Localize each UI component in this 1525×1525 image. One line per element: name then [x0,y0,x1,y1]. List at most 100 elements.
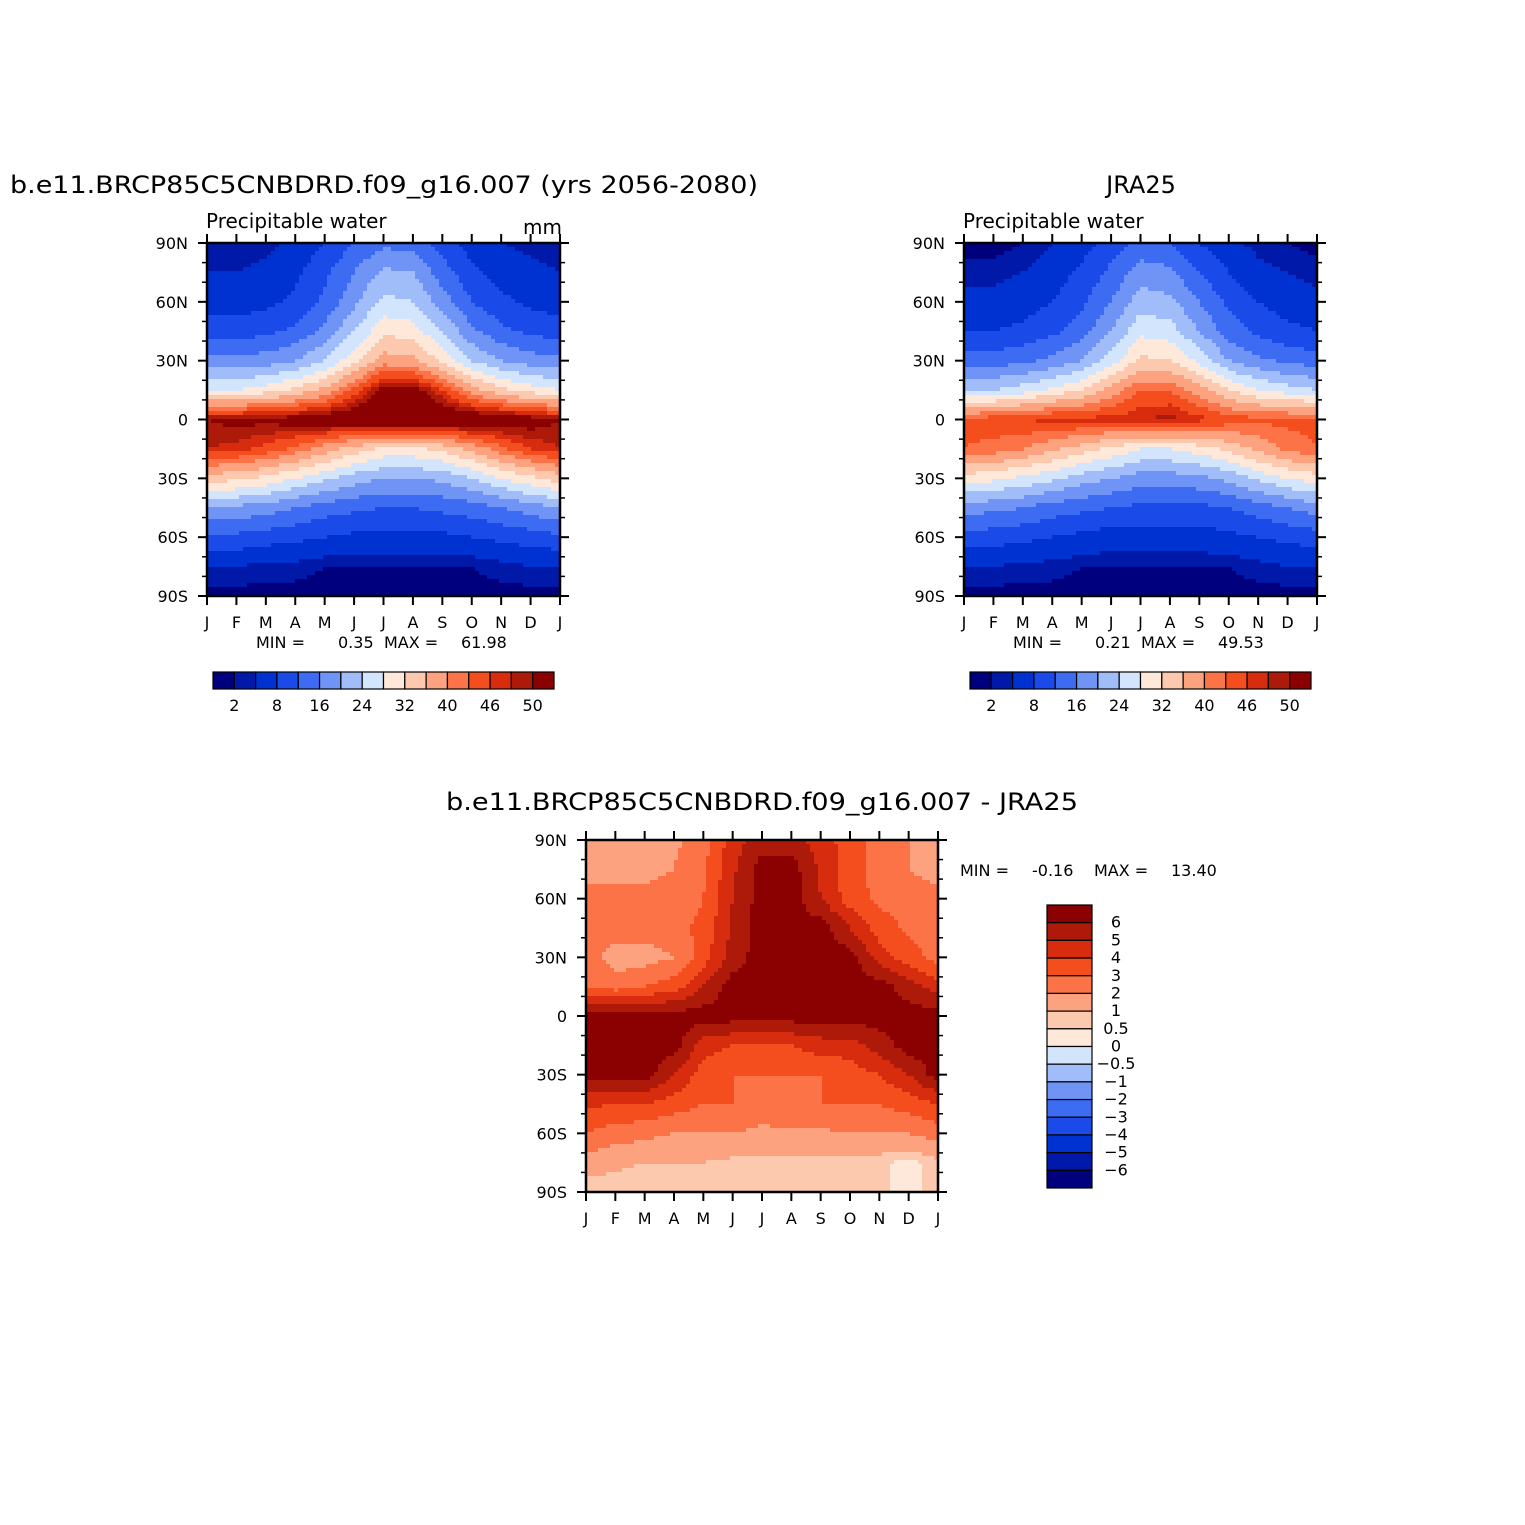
field-cell [299,303,304,308]
field-cell [531,463,536,468]
field-cell [367,447,372,452]
field-cell [515,351,520,356]
field-cell [259,259,264,264]
field-cell [439,279,444,284]
field-cell [339,411,344,416]
field-cell [243,383,248,388]
field-cell [435,387,440,392]
field-cell [327,339,332,344]
field-cell [539,347,544,352]
field-cell [451,363,456,368]
field-cell [511,319,516,324]
field-cell [515,299,520,304]
field-cell [491,259,496,264]
field-cell [515,411,520,416]
field-cell [375,351,380,356]
field-cell [283,371,288,376]
field-cell [335,343,340,348]
field-cell [219,331,224,336]
field-cell [459,247,464,252]
field-cell [299,379,304,384]
field-cell [239,367,244,372]
field-cell [275,347,280,352]
field-cell [535,451,540,456]
field-cell [367,347,372,352]
field-cell [295,299,300,304]
field-cell [347,407,352,412]
field-cell [511,295,516,300]
field-cell [535,247,540,252]
field-cell [299,355,304,360]
field-cell [215,251,220,256]
field-cell [243,443,248,448]
field-cell [295,247,300,252]
field-cell [303,455,308,460]
field-cell [351,439,356,444]
field-cell [315,359,320,364]
field-cell [551,251,556,256]
field-cell [287,411,292,416]
field-cell [399,451,404,456]
field-cell [511,387,516,392]
field-cell [391,435,396,440]
field-cell [547,435,552,440]
field-cell [423,351,428,356]
field-cell [215,247,220,252]
field-cell [387,383,392,388]
field-cell [343,387,348,392]
field-cell [231,387,236,392]
field-cell [515,343,520,348]
field-cell [267,435,272,440]
field-cell [355,375,360,380]
field-cell [207,467,212,472]
field-cell [255,303,260,308]
field-cell [359,343,364,348]
field-cell [467,311,472,316]
field-cell [527,395,532,400]
field-cell [335,299,340,304]
field-cell [371,319,376,324]
field-cell [343,447,348,452]
field-cell [391,379,396,384]
field-cell [283,355,288,360]
field-cell [511,403,516,408]
field-cell [319,307,324,312]
field-cell [479,403,484,408]
field-cell [427,447,432,452]
field-cell [379,255,384,260]
field-cell [283,447,288,452]
field-cell [555,259,560,264]
field-cell [499,399,504,404]
field-cell [527,339,532,344]
field-cell [287,371,292,376]
field-cell [263,323,268,328]
field-cell [423,343,428,348]
field-cell [295,451,300,456]
field-cell [435,355,440,360]
field-cell [243,347,248,352]
field-cell [519,299,524,304]
field-cell [467,355,472,360]
field-cell [447,455,452,460]
field-cell [431,423,436,428]
field-cell [279,387,284,392]
field-cell [299,439,304,444]
field-cell [363,323,368,328]
field-cell [263,451,268,456]
field-cell [259,367,264,372]
field-cell [235,319,240,324]
field-cell [439,295,444,300]
field-cell [215,267,220,272]
field-cell [383,431,388,436]
field-cell [351,263,356,268]
field-cell [287,279,292,284]
field-cell [523,335,528,340]
field-cell [551,419,556,424]
field-cell [235,371,240,376]
field-cell [247,279,252,284]
field-cell [339,399,344,404]
field-cell [511,407,516,412]
field-cell [483,259,488,264]
field-cell [239,419,244,424]
field-cell [487,323,492,328]
